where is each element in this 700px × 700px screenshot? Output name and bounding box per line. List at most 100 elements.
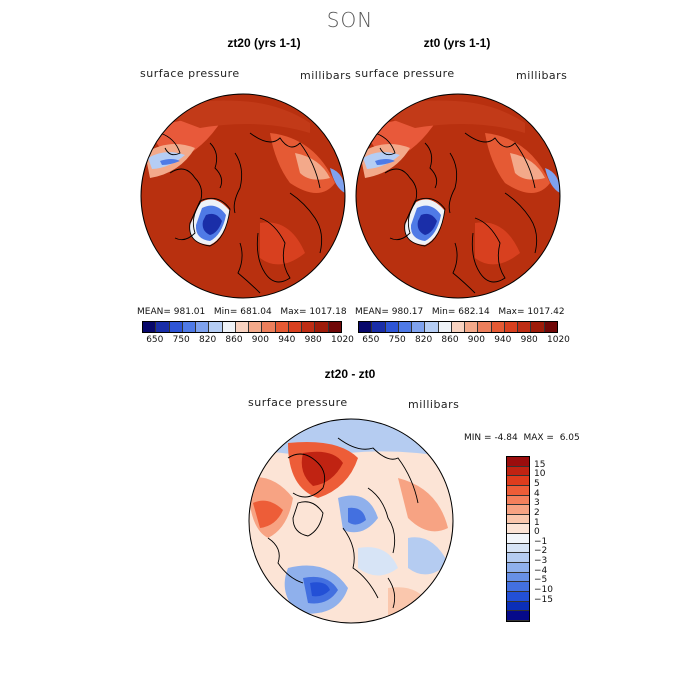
panel-2-colorbar-swatch (425, 322, 439, 332)
panel-2-colorbar-swatch (359, 322, 373, 332)
panel-1-colorbar-swatch (156, 322, 170, 332)
map-coastlines (267, 437, 419, 609)
panel-2-min-label: Min= (431, 307, 456, 317)
diff-colorbar-swatch (507, 553, 529, 564)
panel-2-min-value: 682.14 (458, 307, 490, 317)
panel-2-colorbar-tick-label: 750 (388, 335, 406, 345)
diff-colorbar (506, 456, 530, 622)
diff-colorbar-swatch (507, 611, 529, 621)
panel-2-colorbar-swatch (491, 322, 505, 332)
diff-colorbar-swatch (507, 601, 529, 612)
panel-2-colorbar-tick-label: 940 (494, 335, 512, 345)
panel-1-colorbar-swatch (288, 322, 303, 332)
map-pressure-region (160, 100, 310, 133)
map-pressure-region (260, 222, 305, 265)
diff-colorbar-swatch (507, 563, 529, 573)
diff-units-label: millibars (408, 398, 460, 411)
map-boundary (355, 93, 561, 299)
panel-2-colorbar-tick-label: 980 (520, 335, 538, 345)
map-diff-region (398, 478, 448, 532)
panel-2-stats: MEAN= 980.17 Min= 682.14 Max= 1017.42 (355, 307, 565, 317)
map-diff-region (253, 500, 283, 528)
panel-1-colorbar (142, 321, 342, 333)
diff-colorbar-swatch (507, 514, 529, 525)
panel-2-colorbar-swatch (504, 322, 519, 332)
panel-2-colorbar-swatch (465, 322, 479, 332)
diff-max-label: MAX = (523, 433, 554, 443)
panel-1-colorbar-swatch (209, 322, 223, 332)
diff-colorbar-label: 10 (534, 469, 546, 480)
panel-1-max-label: Max= (280, 307, 307, 317)
diff-panel-title: zt20 - zt0 (324, 367, 376, 381)
panel-1-max-value: 1017.18 (309, 307, 347, 317)
diff-min-value: -4.84 (494, 433, 518, 443)
diff-colorbar-label: −3 (534, 556, 548, 567)
panel-1-colorbar-tick-label: 820 (199, 335, 217, 345)
panel-1-colorbar-swatch (302, 322, 316, 332)
panel-1-colorbar-tick-label: 940 (278, 335, 296, 345)
diff-colorbar-label: 2 (534, 507, 540, 518)
panel-2-units-label: millibars (516, 69, 568, 82)
diff-variable-label: surface pressure (248, 396, 348, 409)
panel-2-polar-map (355, 93, 561, 299)
panel-1-colorbar-tick-label: 650 (146, 335, 164, 345)
map-diff-region (358, 547, 398, 576)
diff-colorbar-swatch (507, 572, 529, 583)
panel-2-colorbar-swatch (518, 322, 532, 332)
diff-colorbar-label: −15 (534, 594, 553, 605)
panel-2-colorbar-tick-label: 1020 (547, 335, 570, 345)
map-boundary (248, 418, 454, 624)
map-pressure-region (330, 168, 345, 193)
map-pressure-region (375, 100, 525, 133)
panel-1-colorbar-swatch (249, 322, 263, 332)
panel-1-units-label: millibars (300, 69, 352, 82)
panel-1-colorbar-ticks: 650 750 820 860 900 940 980 1020 (142, 335, 354, 347)
panel-2-max-label: Max= (498, 307, 525, 317)
diff-colorbar-label: 15 (534, 459, 546, 470)
map-coastlines (374, 132, 538, 294)
map-coastlines (159, 132, 323, 294)
diff-colorbar-label: 3 (534, 498, 540, 509)
panel-1-colorbar-swatch (315, 322, 329, 332)
panel-1-colorbar-swatch (143, 322, 157, 332)
diff-polar-map (248, 418, 454, 624)
figure-title: SON (326, 8, 374, 32)
diff-colorbar-swatch (507, 476, 529, 486)
panel-2-colorbar (358, 321, 558, 333)
panel-1-colorbar-swatch (169, 322, 183, 332)
panel-2-colorbar-swatch (544, 322, 557, 332)
map-diff-region (310, 582, 330, 597)
map-diff-region (348, 507, 366, 525)
diff-colorbar-swatch (507, 485, 529, 496)
map-boundary (140, 93, 346, 299)
panel-1-colorbar-tick-label: 750 (172, 335, 190, 345)
diff-colorbar-label: −5 (534, 575, 548, 586)
diff-colorbar-label: 1 (534, 517, 540, 528)
panel-2-title: zt0 (yrs 1-1) (423, 36, 491, 50)
map-pressure-region (545, 168, 560, 193)
diff-colorbar-swatch (507, 591, 529, 602)
map-pressure-region (375, 159, 395, 165)
map-pressure-region (202, 213, 222, 235)
panel-2-colorbar-swatch (531, 322, 545, 332)
panel-1-colorbar-swatch (182, 322, 197, 332)
panel-2-colorbar-ticks: 650 750 820 860 900 940 980 1020 (358, 335, 570, 347)
map-pressure-region (295, 153, 330, 180)
panel-2-colorbar-swatch (385, 322, 399, 332)
panel-2-colorbar-tick-label: 860 (441, 335, 459, 345)
map-pressure-region (510, 153, 545, 180)
panel-2-mean-value: 980.17 (391, 307, 424, 317)
diff-min-label: MIN = (464, 433, 492, 443)
panel-2-colorbar-tick-label: 820 (415, 335, 433, 345)
panel-1-colorbar-tick-label: 980 (304, 335, 322, 345)
panel-1-colorbar-swatch (196, 322, 210, 332)
panel-2-colorbar-swatch (372, 322, 386, 332)
panel-1-colorbar-tick-label: 1020 (331, 335, 354, 345)
panel-1-colorbar-swatch (235, 322, 250, 332)
map-pressure-region (475, 222, 520, 265)
diff-colorbar-label: 4 (534, 488, 540, 499)
diff-colorbar-swatch (507, 582, 529, 592)
diff-colorbar-label: −1 (534, 536, 548, 547)
panel-1-title: zt20 (yrs 1-1) (227, 36, 301, 50)
panel-1-variable-label: surface pressure (140, 67, 240, 80)
